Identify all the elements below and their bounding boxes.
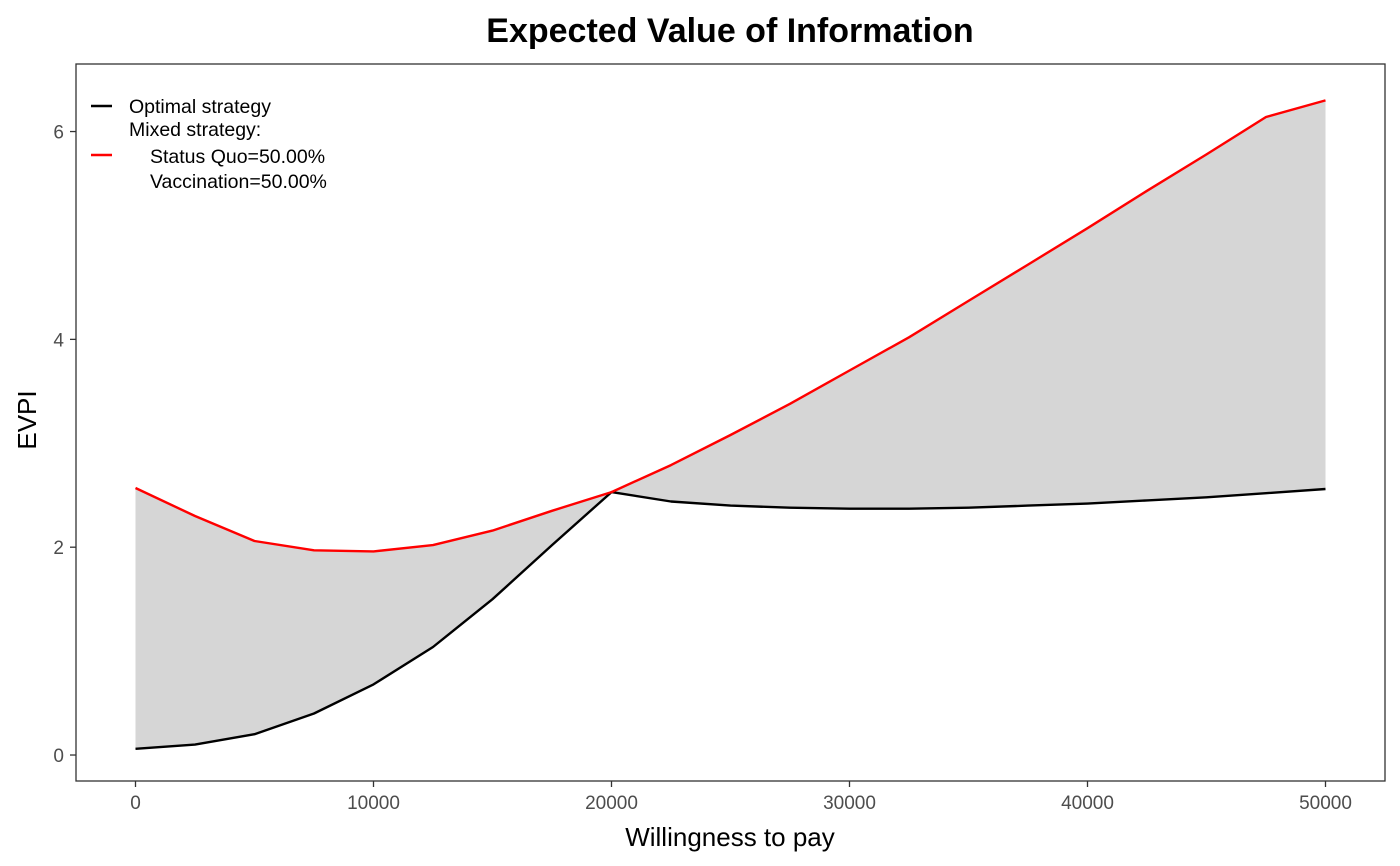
evpi-difference-area (135, 100, 1326, 749)
plot-panel (75, 63, 1386, 782)
plot-border (75, 63, 1386, 782)
chart-title: Expected Value of Information (486, 12, 973, 50)
y-tick-label: 6 (53, 123, 64, 144)
x-tick-label: 50000 (1299, 793, 1352, 814)
legend: Optimal strategy Mixed strategy: Status … (91, 96, 327, 193)
x-tick-label: 20000 (585, 793, 638, 814)
y-tick-label: 0 (53, 746, 64, 767)
legend-label-status-quo: Status Quo=50.00% (150, 146, 325, 168)
y-tick-label: 2 (53, 538, 64, 559)
legend-label-mixed-strategy: Mixed strategy: (129, 119, 261, 141)
x-axis: 0 10000 20000 30000 40000 50000 (130, 781, 1352, 814)
x-tick-label: 40000 (1061, 793, 1114, 814)
y-axis-title: EVPI (12, 390, 42, 449)
y-tick-label: 4 (53, 330, 64, 351)
legend-label-vaccination: Vaccination=50.00% (150, 171, 327, 193)
series-line-optimal-strategy (135, 487, 1326, 750)
x-axis-title: Willingness to pay (625, 822, 835, 852)
x-tick-label: 0 (130, 793, 141, 814)
legend-label-optimal-strategy: Optimal strategy (129, 96, 271, 118)
y-axis: 0 2 4 6 (53, 123, 76, 767)
x-tick-label: 10000 (347, 793, 400, 814)
series-line-mixed-strategy (134, 99, 1326, 553)
x-tick-label: 30000 (823, 793, 876, 814)
